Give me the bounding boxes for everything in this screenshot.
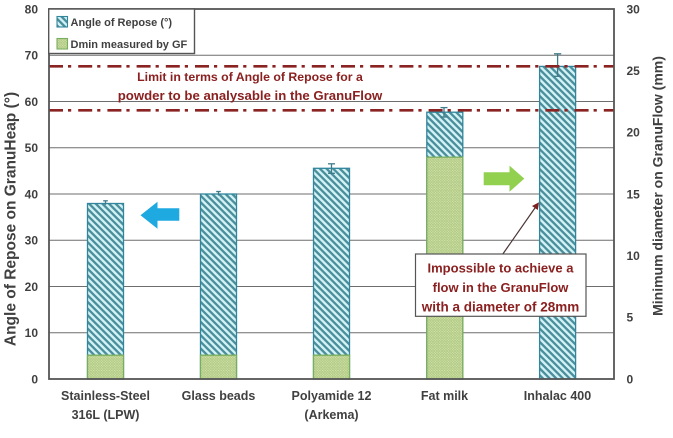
svg-text:25: 25	[627, 64, 641, 78]
svg-text:Angle of Repose on GranuHeap (: Angle of Repose on GranuHeap (°)	[3, 92, 20, 346]
svg-text:flow in the GranuFlow: flow in the GranuFlow	[433, 280, 570, 295]
svg-text:Stainless-Steel: Stainless-Steel	[61, 389, 150, 403]
svg-text:50: 50	[25, 141, 39, 155]
svg-text:with a diameter of 28mm: with a diameter of 28mm	[421, 299, 580, 314]
svg-text:10: 10	[627, 249, 641, 263]
svg-text:Polyamide 12: Polyamide 12	[292, 389, 372, 403]
svg-text:Dmin measured by GF: Dmin measured by GF	[71, 39, 188, 51]
svg-text:30: 30	[627, 2, 641, 16]
svg-text:30: 30	[25, 234, 39, 248]
svg-text:10: 10	[25, 326, 39, 340]
svg-text:Inhalac 400: Inhalac 400	[524, 389, 591, 403]
svg-text:20: 20	[627, 126, 641, 140]
svg-text:40: 40	[25, 187, 39, 201]
svg-text:Limit in terms of Angle of Rep: Limit in terms of Angle of Repose for a	[137, 70, 363, 84]
svg-text:5: 5	[627, 311, 634, 325]
svg-text:15: 15	[627, 187, 641, 201]
svg-text:Fat milk: Fat milk	[421, 389, 468, 403]
svg-text:Impossible to achieve a: Impossible to achieve a	[428, 260, 575, 275]
svg-text:Angle of Repose (°): Angle of Repose (°)	[71, 17, 173, 29]
svg-text:0: 0	[627, 372, 634, 386]
svg-text:powder to be analysable in the: powder to be analysable in the GranuFlow	[118, 88, 383, 103]
svg-text:20: 20	[25, 280, 39, 294]
svg-text:Minimum diameter on GranuFlow: Minimum diameter on GranuFlow (mm)	[650, 56, 666, 316]
svg-text:316L (LPW): 316L (LPW)	[72, 408, 140, 422]
svg-text:0: 0	[31, 372, 38, 386]
svg-text:(Arkema): (Arkema)	[304, 408, 358, 422]
svg-text:70: 70	[25, 49, 39, 63]
svg-text:80: 80	[25, 2, 39, 16]
svg-text:60: 60	[25, 95, 39, 109]
svg-text:Glass beads: Glass beads	[182, 389, 256, 403]
